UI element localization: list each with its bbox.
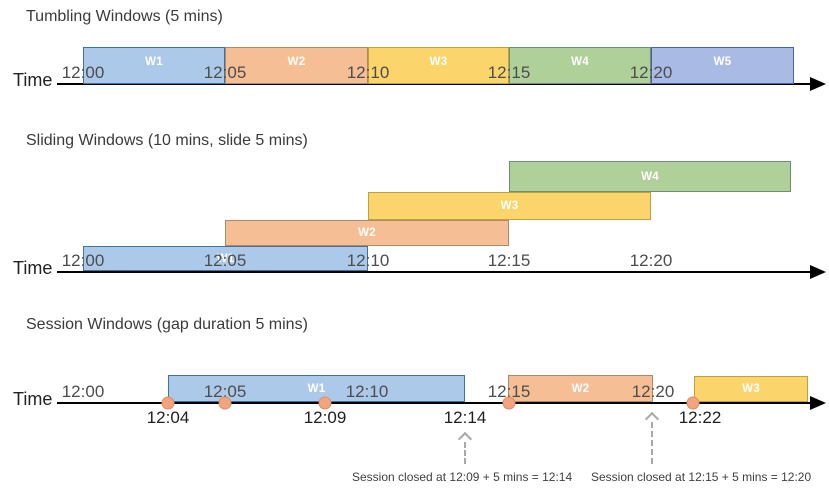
event-dot [318, 396, 332, 410]
tick-label: 12:20 [629, 251, 673, 270]
event-time-label: 12:22 [678, 408, 722, 427]
annotation-arrow-line [464, 442, 466, 464]
window-label: W2 [358, 227, 376, 239]
tick-label: 12:00 [61, 251, 105, 270]
event-dot [686, 396, 700, 410]
sliding-section-title: Sliding Windows (10 mins, slide 5 mins) [26, 132, 308, 149]
tick-label: 12:15 [487, 63, 531, 82]
sliding-window-w4: W4 [509, 161, 791, 192]
session-window-w1: W1 [168, 375, 465, 402]
session-window-w3: W3 [694, 376, 808, 402]
event-dot [502, 396, 516, 410]
window-label: W2 [287, 56, 306, 68]
tick-label: 12:05 [203, 251, 247, 270]
window-label: W1 [307, 382, 326, 395]
event-dot [161, 396, 175, 410]
tumbling-section-title: Tumbling Windows (5 mins) [26, 8, 223, 25]
window-label: W3 [429, 56, 448, 68]
tick-label: 12:15 [487, 251, 531, 270]
tick-label: 12:10 [346, 251, 390, 270]
tick-label: 12:15 [487, 382, 531, 401]
sliding-window-w3: W3 [368, 192, 651, 220]
tick-label: 12:05 [203, 382, 247, 401]
session-window-w2: W2 [508, 375, 653, 402]
tumbling-window-w4: W4 [509, 47, 651, 84]
tick-label: 12:20 [631, 382, 675, 401]
window-label: W4 [641, 170, 659, 183]
event-time-label: 12:14 [443, 408, 487, 427]
tumbling-timeline [57, 83, 810, 85]
window-label: W3 [742, 383, 760, 395]
tick-label: 12:00 [61, 382, 105, 401]
session-annotation: Session closed at 12:15 + 5 mins = 12:20 [591, 470, 812, 484]
tumbling-timeline-arrow-icon [810, 77, 826, 91]
window-label: W4 [571, 56, 589, 68]
tumbling-window-w5: W5 [651, 47, 794, 84]
sliding-window-w2: W2 [225, 220, 509, 246]
window-label: W2 [571, 382, 590, 395]
sliding-timeline [57, 271, 810, 273]
session-timeline-arrow-icon [810, 396, 826, 410]
tumbling-window-w1: W1 [83, 47, 225, 84]
event-time-label: 12:04 [146, 408, 190, 427]
tumbling-time-axis-label: Time [13, 70, 53, 90]
window-label: W1 [145, 56, 163, 68]
tumbling-window-w3: W3 [368, 47, 509, 84]
annotation-arrow-line [651, 422, 653, 464]
window-label: W1 [216, 252, 235, 265]
tick-label: 12:05 [203, 63, 247, 82]
session-annotation: Session closed at 12:09 + 5 mins = 12:14 [352, 470, 573, 484]
tick-label: 12:00 [61, 63, 105, 82]
event-dot [218, 396, 232, 410]
session-section-title: Session Windows (gap duration 5 mins) [26, 316, 308, 333]
tick-label: 12:10 [346, 63, 390, 82]
tick-label: 12:20 [629, 63, 673, 82]
sliding-time-axis-label: Time [13, 258, 53, 278]
tumbling-window-w2: W2 [225, 47, 368, 84]
sliding-timeline-arrow-icon [810, 265, 826, 279]
event-time-label: 12:09 [303, 408, 347, 427]
session-timeline [57, 402, 810, 404]
session-time-axis-label: Time [13, 389, 53, 409]
tick-label: 12:10 [345, 382, 389, 401]
window-label: W5 [713, 56, 732, 68]
sliding-window-w1: W1 [83, 246, 368, 271]
window-label: W3 [500, 200, 519, 212]
